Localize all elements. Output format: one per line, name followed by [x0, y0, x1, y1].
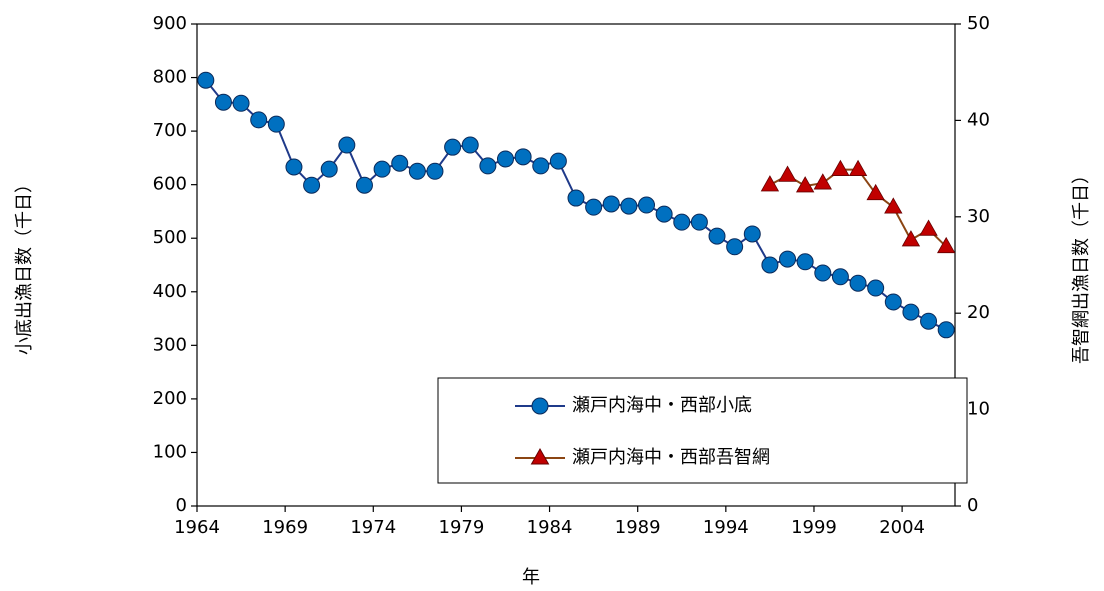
data-point [638, 196, 656, 214]
data-point [726, 238, 744, 256]
y-tick-label: 100 [153, 441, 187, 462]
x-tick-label: 1989 [615, 517, 661, 538]
y-axis-label: 小底出漁日数（千日） [14, 175, 35, 355]
y-tick-label: 700 [153, 120, 187, 141]
legend-label: 瀬戸内海中・西部小底 [572, 395, 752, 416]
data-point [902, 303, 920, 321]
data-point [549, 152, 567, 170]
data-point [937, 321, 955, 339]
data-point [444, 138, 462, 156]
plot-area [196, 23, 956, 507]
data-point [796, 253, 814, 271]
y2-tick-label: 20 [967, 302, 990, 323]
y2-tick-label: 30 [967, 206, 990, 227]
data-point [920, 312, 938, 330]
data-point [901, 230, 921, 247]
data-point [602, 195, 620, 213]
data-point [514, 148, 532, 166]
y-tick-label: 300 [153, 334, 187, 355]
data-point [866, 183, 885, 201]
data-point [919, 219, 938, 236]
x-axis-label: 年 [522, 567, 540, 588]
data-point [849, 274, 867, 292]
x-tick-label: 1984 [527, 517, 573, 538]
data-point [884, 197, 903, 214]
data-point [567, 189, 585, 207]
data-point [778, 165, 797, 182]
data-point [814, 264, 832, 282]
data-point [884, 293, 902, 311]
data-point [338, 136, 356, 154]
y-tick-label: 400 [153, 281, 187, 302]
data-point [250, 111, 268, 129]
y-tick-label: 0 [176, 495, 187, 516]
legend [437, 377, 968, 484]
data-point [285, 158, 303, 176]
data-point [831, 159, 850, 176]
data-point [936, 236, 956, 254]
y2-axis-label: 吾智網出漁日数（千日） [1071, 166, 1092, 364]
data-point [373, 160, 391, 178]
y-tick-label: 800 [153, 67, 187, 88]
data-point [761, 256, 779, 274]
data-point [267, 115, 285, 133]
data-point [355, 176, 373, 194]
data-point [391, 154, 409, 172]
x-tick-label: 1994 [703, 517, 749, 538]
data-point [426, 162, 444, 180]
x-tick-label: 1999 [791, 517, 837, 538]
y2-tick-label: 10 [967, 399, 990, 420]
data-point [848, 159, 868, 176]
legend-marker [530, 447, 550, 465]
data-point [214, 93, 232, 111]
y-tick-label: 900 [153, 13, 187, 34]
data-point [496, 150, 514, 168]
data-point [479, 157, 497, 175]
data-point [655, 205, 673, 223]
data-point [867, 279, 885, 297]
data-point [760, 175, 780, 192]
y2-tick-label: 40 [967, 109, 990, 130]
x-tick-label: 1964 [174, 517, 220, 538]
x-tick-label: 2004 [879, 517, 925, 538]
x-tick-label: 1974 [350, 517, 396, 538]
y2-tick-label: 50 [967, 13, 990, 34]
legend-label: 瀬戸内海中・西部吾智網 [572, 447, 770, 468]
data-point [831, 268, 849, 286]
data-point [232, 94, 250, 112]
data-point [779, 250, 797, 268]
data-point [408, 162, 426, 180]
x-tick-label: 1979 [439, 517, 485, 538]
data-point [673, 213, 691, 231]
data-point [743, 225, 761, 243]
data-point [532, 157, 550, 175]
data-point [197, 71, 215, 89]
y2-tick-label: 0 [967, 495, 978, 516]
data-point [620, 197, 638, 215]
data-point [320, 160, 338, 178]
data-point [813, 173, 832, 190]
y-tick-label: 200 [153, 388, 187, 409]
y-tick-label: 600 [153, 174, 187, 195]
data-point [795, 176, 815, 193]
data-point [303, 176, 321, 194]
y-tick-label: 500 [153, 227, 187, 248]
data-point [585, 198, 603, 216]
data-point [708, 227, 726, 245]
data-point [690, 213, 708, 231]
data-point [461, 136, 479, 154]
legend-marker [531, 397, 549, 415]
x-tick-label: 1969 [262, 517, 308, 538]
